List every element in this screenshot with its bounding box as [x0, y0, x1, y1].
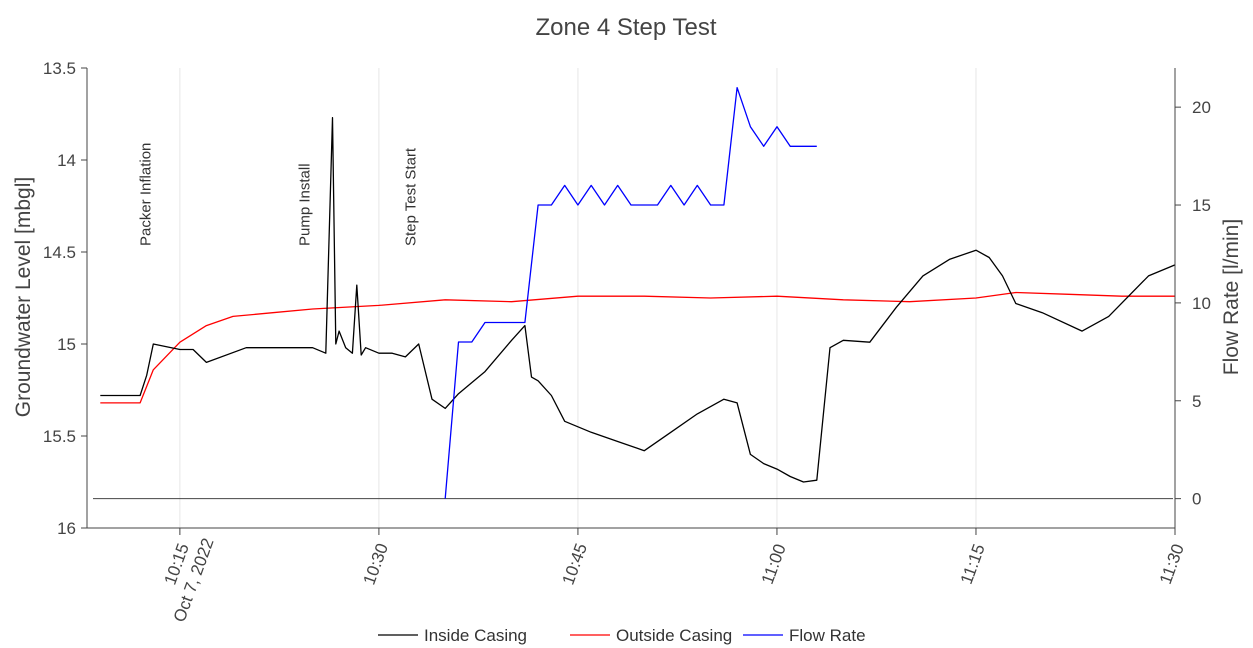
x-tick-label-3: 11:00: [758, 541, 790, 586]
y2-tick-label-3: 15: [1192, 196, 1211, 215]
y2-tick-label-2: 10: [1192, 294, 1211, 313]
y2-tick-label-4: 20: [1192, 98, 1211, 117]
y-tick-label-4: 15.5: [43, 427, 76, 446]
x-tick-label-5: 11:30: [1156, 541, 1188, 586]
y-axis-title: Groundwater Level [mbgl]: [12, 177, 35, 417]
legend-label-1: Outside Casing: [616, 626, 732, 645]
x-tick-label-1: 10:30: [360, 541, 392, 587]
x-tick-label-2: 10:45: [559, 541, 591, 587]
legend-label-2: Flow Rate: [789, 626, 866, 645]
legend-label-0: Inside Casing: [424, 626, 527, 645]
y-tick-label-1: 14: [57, 151, 76, 170]
annotation-0: Packer Inflation: [137, 143, 154, 246]
chart-title: Zone 4 Step Test: [535, 14, 716, 41]
gridlines: [179, 68, 1176, 528]
y-tick-label-2: 14.5: [43, 243, 76, 262]
y2-axis-title: Flow Rate [l/min]: [1220, 219, 1243, 375]
legend: Inside Casing Outside Casing Flow Rate: [378, 626, 866, 645]
y2-tick-label-1: 5: [1192, 392, 1201, 411]
y-tick-label-0: 13.5: [43, 59, 76, 78]
series-line-inside-casing: [100, 117, 1176, 483]
annotation-1: Pump Install: [297, 163, 314, 246]
x-tick-label-4: 11:15: [957, 541, 989, 586]
y2-tick-label-0: 0: [1192, 490, 1201, 509]
annotations: Packer Inflation Pump Install Step Test St…: [137, 143, 419, 246]
y-tick-label-5: 16: [57, 519, 76, 538]
annotation-2: Step Test Start: [403, 147, 420, 246]
series-lines: [100, 86, 1176, 499]
y-tick-label-3: 15: [57, 335, 76, 354]
series-line-outside-casing: [100, 291, 1175, 404]
series-line-flow-rate: [444, 86, 817, 499]
